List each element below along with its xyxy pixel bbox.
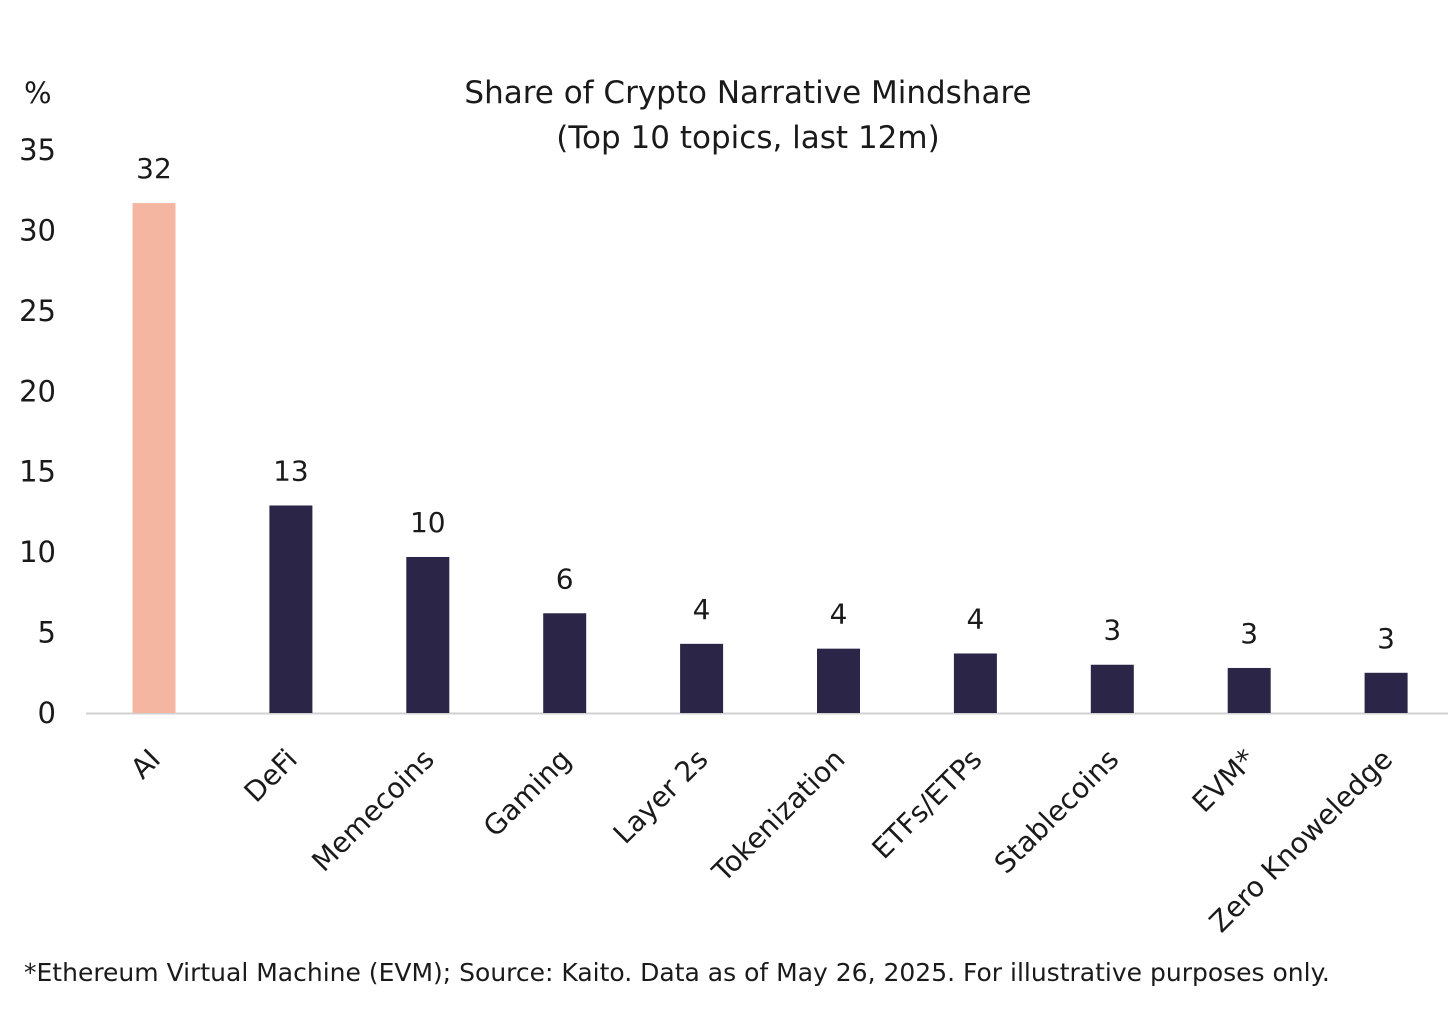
x-axis-labels: AI DeFi Memecoins Gaming Layer 2sTokenizatio… <box>124 743 1399 939</box>
footnote: *Ethereum Virtual Machine (EVM); Source:… <box>24 958 1330 987</box>
x-tick-label: EVM* <box>1186 743 1262 819</box>
bar-layer-2s <box>680 643 724 713</box>
bar-chart: Share of Crypto Narrative Mindshare (Top… <box>19 75 1448 939</box>
data-label: 3 <box>1240 617 1258 650</box>
chart-title: Share of Crypto Narrative Mindshare <box>464 75 1031 111</box>
x-tick-label: Layer 2s <box>607 743 715 851</box>
data-label: 3 <box>1377 622 1395 655</box>
y-axis-ticks: 0 5 10 15 20 25 30 35 <box>19 133 56 730</box>
bar-ai <box>132 203 176 713</box>
data-label: 6 <box>556 562 574 595</box>
bar-etfs-etps <box>953 653 997 713</box>
y-tick-label: 0 <box>38 696 56 730</box>
x-tick-label: Tokenization <box>705 743 851 889</box>
x-tick-label: Memecoins <box>305 743 440 878</box>
y-tick-label: 25 <box>19 294 56 328</box>
x-tick-label: ETFs/ETPs <box>866 743 989 866</box>
data-label: 10 <box>410 506 446 539</box>
data-label: 3 <box>1103 614 1121 647</box>
x-tick-label: DeFi <box>238 743 304 809</box>
bar-tokenization <box>817 648 860 713</box>
x-tick-label: Stablecoins <box>988 743 1125 880</box>
bar-evm- <box>1227 667 1271 713</box>
data-labels-group: 32 13 10 6 4 4 4 3 3 3 <box>136 152 1395 655</box>
bar-zero-knoweledge <box>1364 672 1408 713</box>
x-tick-label: AI <box>124 743 167 786</box>
y-tick-label: 10 <box>19 535 56 569</box>
bar-gaming <box>543 613 587 713</box>
y-axis-unit: % <box>24 76 52 110</box>
data-label: 4 <box>830 598 848 631</box>
bar-stablecoins <box>1090 664 1134 713</box>
y-tick-label: 35 <box>19 133 56 167</box>
data-label: 4 <box>966 602 984 635</box>
x-tick-label: Gaming <box>477 743 578 844</box>
y-tick-label: 20 <box>19 374 56 408</box>
y-tick-label: 15 <box>19 455 56 489</box>
data-label: 4 <box>693 593 711 626</box>
bar-defi <box>269 505 313 713</box>
data-label: 32 <box>136 152 172 185</box>
chart-subtitle: (Top 10 topics, last 12m) <box>556 120 939 156</box>
data-label: 13 <box>273 454 309 487</box>
y-tick-label: 5 <box>38 616 56 650</box>
bar-memecoins <box>406 556 450 713</box>
y-tick-label: 30 <box>19 213 56 247</box>
bars-group <box>132 203 1408 713</box>
